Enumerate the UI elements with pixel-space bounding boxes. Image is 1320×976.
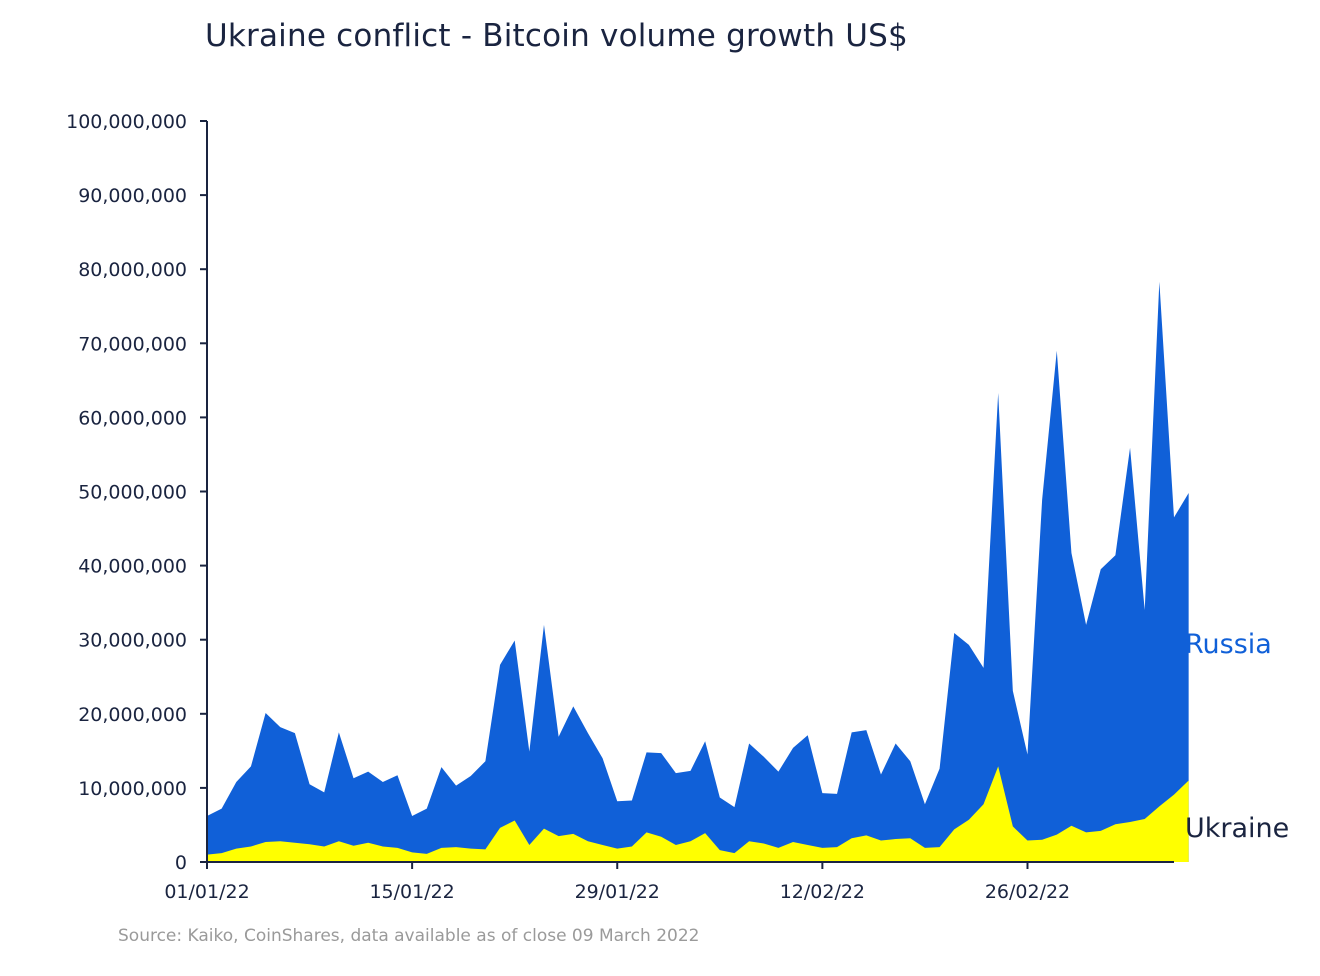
y-tick-label: 30,000,000 — [78, 630, 187, 652]
x-tick-label: 15/01/22 — [369, 881, 454, 903]
x-tick-label: 01/01/22 — [164, 881, 249, 903]
x-tick-label: 26/02/22 — [985, 881, 1070, 903]
legend-label-ukraine: Ukraine — [1185, 813, 1289, 844]
y-tick-label: 60,000,000 — [78, 407, 187, 429]
y-ticks: 0 10,000,000 20,000,000 30,000,000 40,000,00… — [66, 111, 207, 874]
x-ticks: 01/01/22 15/01/22 29/01/22 12/02/22 26/02/22 — [164, 862, 1070, 903]
ukraine-area — [207, 766, 1189, 862]
russia-area-group — [207, 281, 1189, 862]
y-tick-label: 80,000,000 — [78, 259, 187, 281]
y-tick-label: 10,000,000 — [78, 778, 187, 800]
y-tick-label: 70,000,000 — [78, 333, 187, 355]
y-tick-label: 40,000,000 — [78, 556, 187, 578]
chart-title: Ukraine conflict - Bitcoin volume growth… — [205, 18, 908, 54]
x-tick-label: 29/01/22 — [575, 881, 660, 903]
y-tick-label: 50,000,000 — [78, 482, 187, 504]
x-tick-label: 12/02/22 — [780, 881, 865, 903]
legend-label-russia: Russia — [1185, 629, 1272, 660]
y-tick-label: 90,000,000 — [78, 185, 187, 207]
russia-area — [207, 281, 1189, 862]
y-tick-label: 0 — [175, 852, 187, 874]
y-tick-label: 20,000,000 — [78, 704, 187, 726]
source-note: Source: Kaiko, CoinShares, data availabl… — [118, 926, 700, 946]
ukraine-area-group — [207, 766, 1189, 862]
y-tick-label: 100,000,000 — [66, 111, 187, 133]
